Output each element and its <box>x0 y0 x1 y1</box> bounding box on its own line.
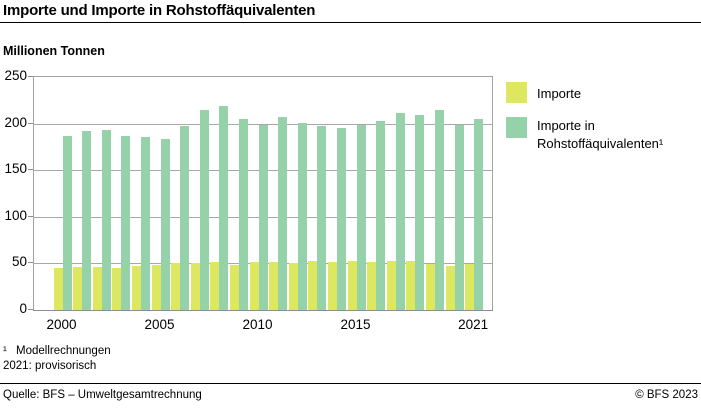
bar-importe-rme-2007 <box>199 109 209 310</box>
bar-importe-2011 <box>269 262 279 310</box>
x-tick-label-2015: 2015 <box>340 317 371 332</box>
y-tick-100 <box>28 215 33 217</box>
legend-swatch-importe <box>506 82 527 103</box>
bar-importe-2020 <box>445 266 455 310</box>
footer-copyright: © BFS 2023 <box>635 389 698 401</box>
bar-importe-rme-2017 <box>395 113 405 310</box>
x-tick-label-2005: 2005 <box>144 317 175 332</box>
title-divider <box>0 22 701 23</box>
bar-importe-rme-2018 <box>415 115 425 310</box>
bar-importe-rme-2014 <box>336 128 346 310</box>
bar-importe-rme-2001 <box>82 131 92 310</box>
bar-importe-rme-2010 <box>258 125 268 310</box>
legend-label-importe: Importe <box>537 86 582 101</box>
bar-importe-2008 <box>210 262 220 310</box>
bar-importe-2006 <box>171 263 181 310</box>
y-tick-0 <box>28 309 33 310</box>
bar-importe-2010 <box>249 262 259 310</box>
bar-importe-rme-2009 <box>238 118 248 310</box>
bar-importe-rme-2003 <box>121 135 131 310</box>
bar-importe-rme-2021 <box>474 118 484 310</box>
footnote-2: 2021: provisorisch <box>3 360 97 372</box>
bar-importe-2000 <box>53 268 63 310</box>
bar-importe-rme-2012 <box>297 122 307 310</box>
bar-importe-rme-2011 <box>278 117 288 310</box>
footer-source: Quelle: BFS – Umweltgesamtrechnung <box>3 389 202 401</box>
x-tick-label-2000: 2000 <box>46 317 77 332</box>
bar-importe-2009 <box>229 265 239 310</box>
bar-importe-rme-2016 <box>376 120 386 310</box>
bar-importe-2014 <box>327 261 337 310</box>
bar-importe-2021 <box>465 264 475 310</box>
y-gridline-200 <box>34 123 492 125</box>
y-tick-label-100: 100 <box>4 207 27 223</box>
bar-importe-rme-2000 <box>62 135 72 310</box>
unit-label: Millionen Tonnen <box>3 44 105 58</box>
bar-importe-2018 <box>406 260 416 310</box>
footnotes: ¹ Modellrechnungen 2021: provisorisch <box>3 344 111 374</box>
bar-importe-2012 <box>288 263 298 310</box>
bar-importe-rme-2002 <box>101 130 111 310</box>
y-tick-label-150: 150 <box>4 161 27 177</box>
bar-importe-2003 <box>112 268 122 310</box>
y-tick-label-0: 0 <box>19 301 27 316</box>
y-tick-150 <box>28 169 33 171</box>
legend-label-importe-rme: Importe in Rohstoffäquivalenten¹ <box>537 118 664 151</box>
bar-importe-rme-2019 <box>434 109 444 310</box>
bar-importe-rme-2008 <box>219 105 229 310</box>
y-tick-250 <box>28 76 33 77</box>
bar-importe-2005 <box>151 265 161 310</box>
footnote-1-text: Modellrechnungen <box>16 345 111 357</box>
bar-importe-2001 <box>73 267 83 310</box>
y-tick-label-200: 200 <box>4 114 27 130</box>
bar-importe-rme-2013 <box>317 126 327 310</box>
bar-importe-2002 <box>92 267 102 310</box>
page-title: Importe und Importe in Rohstoffäquivalen… <box>3 2 316 19</box>
bar-importe-2004 <box>131 266 141 310</box>
y-tick-label-50: 50 <box>11 254 27 270</box>
bar-importe-2016 <box>367 261 377 310</box>
x-tick-label-2010: 2010 <box>242 317 273 332</box>
plot-area <box>33 76 493 311</box>
bar-importe-rme-2006 <box>180 126 190 310</box>
bar-importe-2019 <box>425 264 435 310</box>
bar-importe-2015 <box>347 260 357 310</box>
y-tick-50 <box>28 262 33 264</box>
bar-importe-rme-2005 <box>160 138 170 310</box>
bar-importe-2013 <box>308 260 318 310</box>
bar-importe-2007 <box>190 263 200 310</box>
x-tick-label-2021: 2021 <box>458 317 489 332</box>
bar-importe-rme-2004 <box>140 136 150 310</box>
footnote-1: ¹ Modellrechnungen <box>3 344 111 359</box>
y-tick-200 <box>28 122 33 124</box>
bar-importe-2017 <box>386 260 396 310</box>
bar-importe-rme-2020 <box>454 125 464 310</box>
footer-divider <box>0 383 701 384</box>
legend-swatch-importe-rme <box>506 117 527 138</box>
footnote-marker: ¹ <box>3 345 7 357</box>
bar-importe-rme-2015 <box>356 125 366 310</box>
y-tick-label-250: 250 <box>4 68 27 83</box>
